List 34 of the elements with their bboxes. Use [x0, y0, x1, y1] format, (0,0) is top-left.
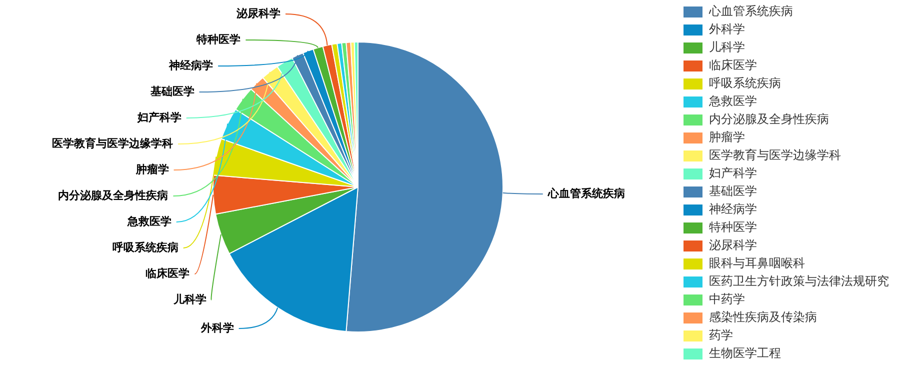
legend-label: 药学	[709, 328, 733, 342]
slice-label: 儿科学	[172, 292, 207, 306]
slice-label: 内分泌腺及全身性疾病	[58, 188, 168, 202]
legend-label: 泌尿科学	[709, 238, 757, 252]
slice-label: 急救医学	[126, 214, 172, 228]
legend-label: 心血管系统疾病	[708, 4, 793, 18]
slice-label: 神经病学	[168, 58, 214, 72]
legend-label: 感染性疾病及传染病	[709, 310, 817, 324]
slice-label: 泌尿科学	[236, 6, 280, 20]
legend-label: 呼吸系统疾病	[709, 76, 781, 90]
legend-label: 眼科与耳鼻咽喉科	[709, 256, 805, 270]
slice-label: 基础医学	[149, 84, 194, 98]
legend-label: 妇产科学	[709, 166, 757, 180]
slice-label: 心血管系统疾病	[546, 186, 625, 200]
slice-label: 临床医学	[146, 266, 190, 280]
slice-label: 肿瘤学	[134, 162, 169, 176]
slice-label: 呼吸系统疾病	[112, 240, 178, 254]
legend-label: 基础医学	[709, 184, 757, 198]
slice-label: 妇产科学	[136, 110, 182, 124]
legend-label: 医学教育与医学边缘学科	[709, 148, 841, 162]
slice-label: 外科学	[200, 321, 234, 334]
legend-label: 急救医学	[708, 94, 757, 108]
legend-label: 特种医学	[709, 220, 757, 234]
legend-label: 神经病学	[709, 202, 757, 216]
legend-label: 外科学	[709, 22, 745, 36]
legend-label: 儿科学	[709, 40, 745, 54]
legend-label: 生物医学工程	[709, 346, 781, 360]
legend-label: 肿瘤学	[709, 130, 745, 144]
slice-label: 医学教育与医学边缘学科	[52, 136, 174, 150]
legend-label: 内分泌腺及全身性疾病	[709, 112, 829, 126]
slice-label: 特种医学	[196, 32, 241, 46]
legend-label: 临床医学	[709, 58, 757, 72]
legend-label: 中药学	[709, 292, 745, 306]
legend-label: 医药卫生方针政策与法律法规研究	[709, 274, 889, 288]
